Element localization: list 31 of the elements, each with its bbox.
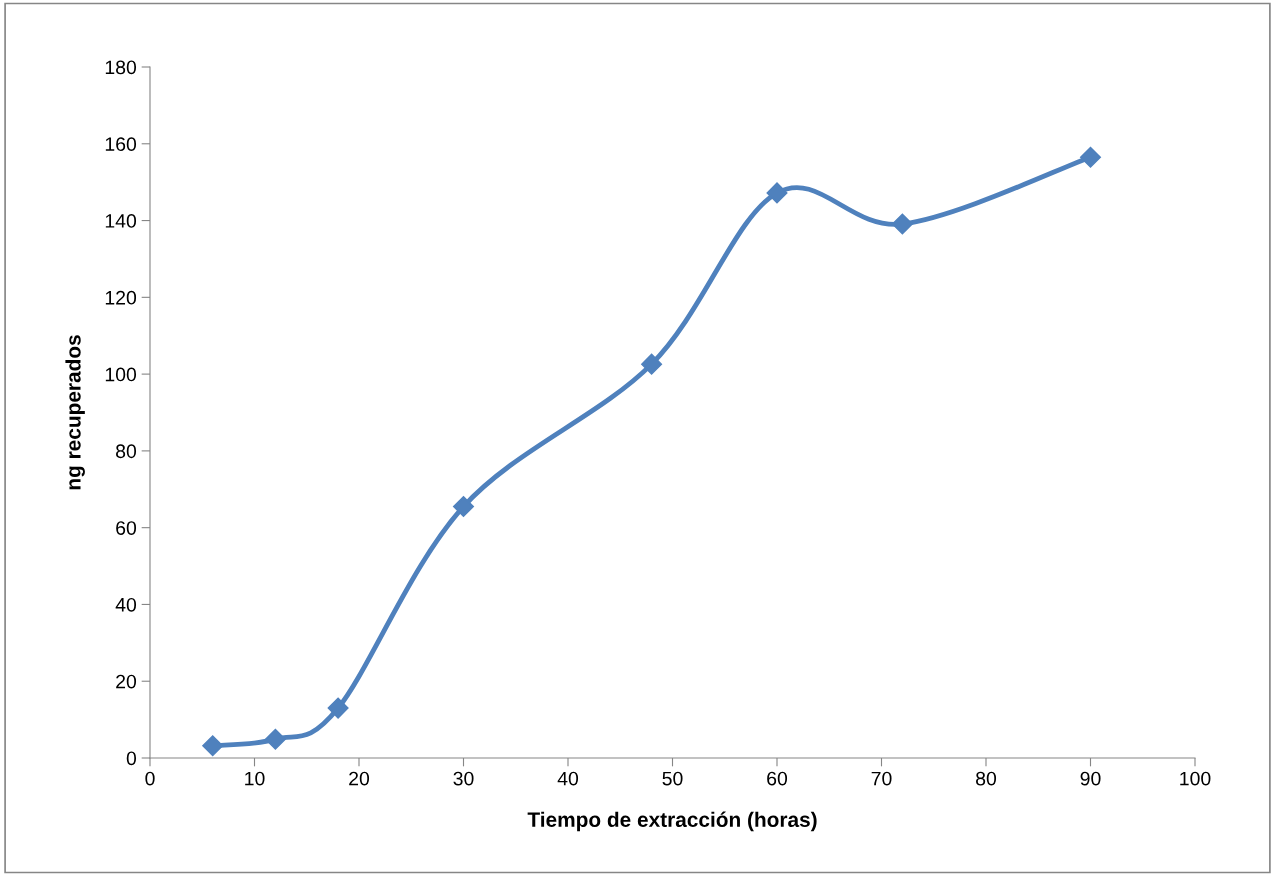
x-tick-label: 20 [349, 771, 370, 786]
y-axis-title: ng recuperados [65, 335, 85, 490]
y-tick-label: 180 [105, 60, 137, 75]
y-tick-label: 20 [116, 674, 137, 689]
x-tick-label: 80 [976, 771, 997, 786]
point [766, 182, 788, 204]
point [327, 697, 349, 719]
x-tick-label: 100 [1180, 771, 1211, 786]
y-tick-label: 80 [116, 444, 137, 459]
point [264, 728, 286, 750]
point [1079, 146, 1102, 168]
x-tick-label: 40 [557, 771, 579, 786]
y-tick-label: 40 [115, 597, 137, 612]
point [641, 353, 663, 375]
point [202, 735, 224, 757]
point [452, 496, 475, 518]
y-tick-label: 120 [105, 290, 137, 305]
x-tick-label: 30 [453, 771, 474, 786]
x-tick-label: 0 [145, 771, 155, 786]
y-tick-label: 140 [105, 214, 137, 228]
y-tick-label: 60 [116, 521, 137, 535]
y-tick-label: 100 [105, 367, 137, 382]
point [891, 213, 913, 235]
x-tick-label: 70 [871, 771, 892, 786]
x-tick-label: 60 [767, 771, 788, 786]
y-tick-label: 0 [126, 751, 137, 766]
x-axis-title: Tiempo de extracción (horas) [527, 811, 817, 832]
y-tick-label: 160 [105, 137, 137, 152]
x-tick-label: 90 [1080, 771, 1101, 786]
x-tick-label: 50 [662, 771, 683, 786]
x-tick-label: 10 [245, 771, 265, 786]
